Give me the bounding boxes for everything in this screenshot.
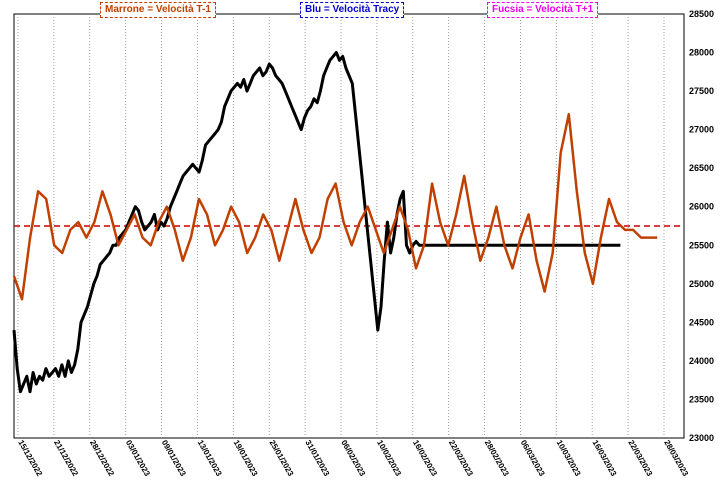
series-line-1: [12, 112, 658, 301]
x-tick-label: 21/12/2022: [52, 439, 80, 479]
legend-blu: Blu = Velocità Tracy: [300, 2, 405, 18]
y-tick-label: 24000: [689, 356, 714, 366]
x-tick-label: 10/03/2023: [555, 439, 583, 479]
x-tick-label: 19/01/2023: [232, 439, 260, 479]
series-lines: [12, 51, 658, 394]
x-tick-label: 28/12/2022: [88, 439, 116, 479]
x-tick-label: 15/12/2022: [16, 439, 44, 479]
x-tick-label: 06/03/2023: [519, 439, 547, 479]
y-tick-label: 23000: [689, 433, 714, 443]
y-tick-label: 24500: [689, 317, 714, 327]
x-axis: 15/12/2022 21/12/2022 28/12/2022 03/01/2023…: [16, 439, 690, 479]
x-tick-label: 03/01/2023: [124, 439, 152, 479]
x-tick-label: 06/02/2023: [339, 439, 367, 479]
y-tick-label: 25500: [689, 240, 714, 250]
x-tick-label: 16/02/2023: [411, 439, 439, 479]
legend-fucsia: Fucsia = Velocità T+1: [487, 2, 599, 18]
x-tick-label: 13/01/2023: [196, 439, 224, 479]
x-tick-label: 28/02/2023: [483, 439, 511, 479]
x-tick-label: 22/02/2023: [447, 439, 475, 479]
x-tick-label: 09/01/2023: [160, 439, 188, 479]
x-tick-label: 28/03/2023: [662, 439, 690, 479]
legend-marrone: Marrone = Velocità T-1: [100, 2, 216, 18]
x-tick-label: 22/03/2023: [626, 439, 654, 479]
x-tick-label: 25/01/2023: [267, 439, 295, 479]
y-tick-label: 26500: [689, 163, 714, 173]
x-tick-label: 31/01/2023: [303, 439, 331, 479]
y-tick-label: 27000: [689, 125, 714, 135]
y-axis: 23000 23500 24000 24500 25000 25500 26000 26500…: [689, 9, 714, 443]
x-tick-label: 16/03/2023: [590, 439, 618, 479]
y-tick-label: 25000: [689, 279, 714, 289]
y-tick-label: 28000: [689, 48, 714, 58]
y-tick-label: 28500: [689, 9, 714, 19]
x-tick-label: 10/02/2023: [375, 439, 403, 479]
y-tick-label: 27500: [689, 86, 714, 96]
y-tick-label: 23500: [689, 394, 714, 404]
y-tick-label: 26000: [689, 202, 714, 212]
